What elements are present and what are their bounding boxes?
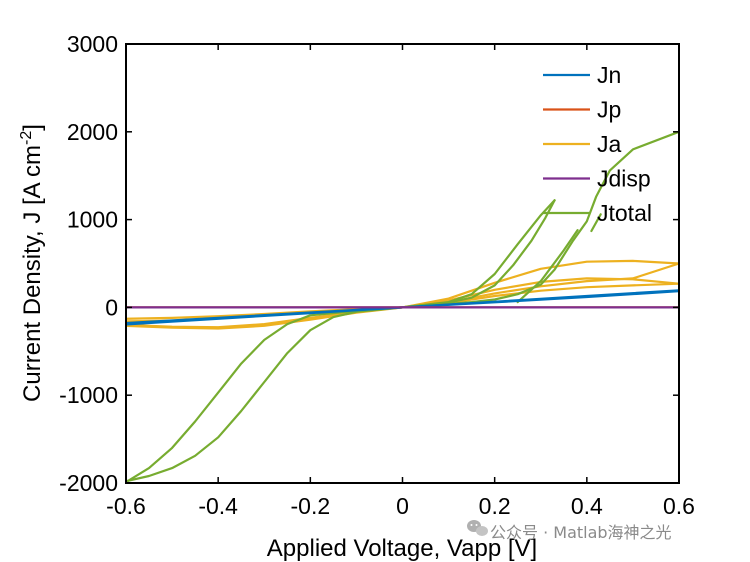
series-jtotal-line-5 <box>590 213 602 233</box>
y-tick-label: 1000 <box>67 207 118 233</box>
watermark: 公众号 · Matlab海神之光 <box>467 520 672 542</box>
legend-item-jn: Jn <box>543 62 621 88</box>
x-tick-label: 0 <box>396 493 409 519</box>
legend-label: Jp <box>597 97 621 123</box>
legend-item-jtotal: Jtotal <box>543 200 652 226</box>
x-tick-label: -0.6 <box>106 493 146 519</box>
x-axis-label: Applied Voltage, Vapp [V] <box>267 535 537 562</box>
series-layer <box>126 130 679 483</box>
watermark-text: 公众号 · Matlab海神之光 <box>490 523 672 542</box>
legend-label: Jn <box>597 62 621 88</box>
x-tick-label: 0.2 <box>479 493 511 519</box>
series-jtotal-line-4 <box>516 229 579 304</box>
legend-label: Ja <box>597 131 622 157</box>
y-tick-label: -2000 <box>59 470 118 496</box>
y-axis-label-end: ] <box>19 124 46 131</box>
y-axis-label: Current Density, J [A cm-2] <box>18 124 46 402</box>
legend-label: Jdisp <box>597 166 651 192</box>
tick-layer: -0.6 -0.4 -0.2 0 0.2 0.4 0.6 -2000 -1000 0 1000 200… <box>59 31 695 519</box>
y-axis-label-sup: -2 <box>18 131 35 145</box>
y-tick-label: 2000 <box>67 119 118 145</box>
y-tick-label: -1000 <box>59 382 118 408</box>
series-jtotal-line-1 <box>126 199 556 483</box>
y-tick-label: 0 <box>105 294 118 320</box>
x-tick-label: -0.2 <box>291 493 331 519</box>
y-tick-label: 3000 <box>67 31 118 57</box>
legend-item-ja: Ja <box>543 131 622 157</box>
legend-item-jp: Jp <box>543 97 621 123</box>
plot-background <box>126 44 679 483</box>
legend-item-jdisp: Jdisp <box>543 166 651 192</box>
legend-label: Jtotal <box>597 200 652 226</box>
x-tick-label: 0.4 <box>571 493 603 519</box>
x-tick-label: -0.4 <box>198 493 238 519</box>
series-jtotal-line-2 <box>126 199 556 483</box>
legend: Jn Jp Ja Jdisp Jtotal <box>543 62 652 226</box>
y-axis-label-main: Current Density, J [A cm <box>19 145 46 402</box>
x-tick-label: 0.6 <box>663 493 695 519</box>
wechat-icon <box>467 520 488 536</box>
